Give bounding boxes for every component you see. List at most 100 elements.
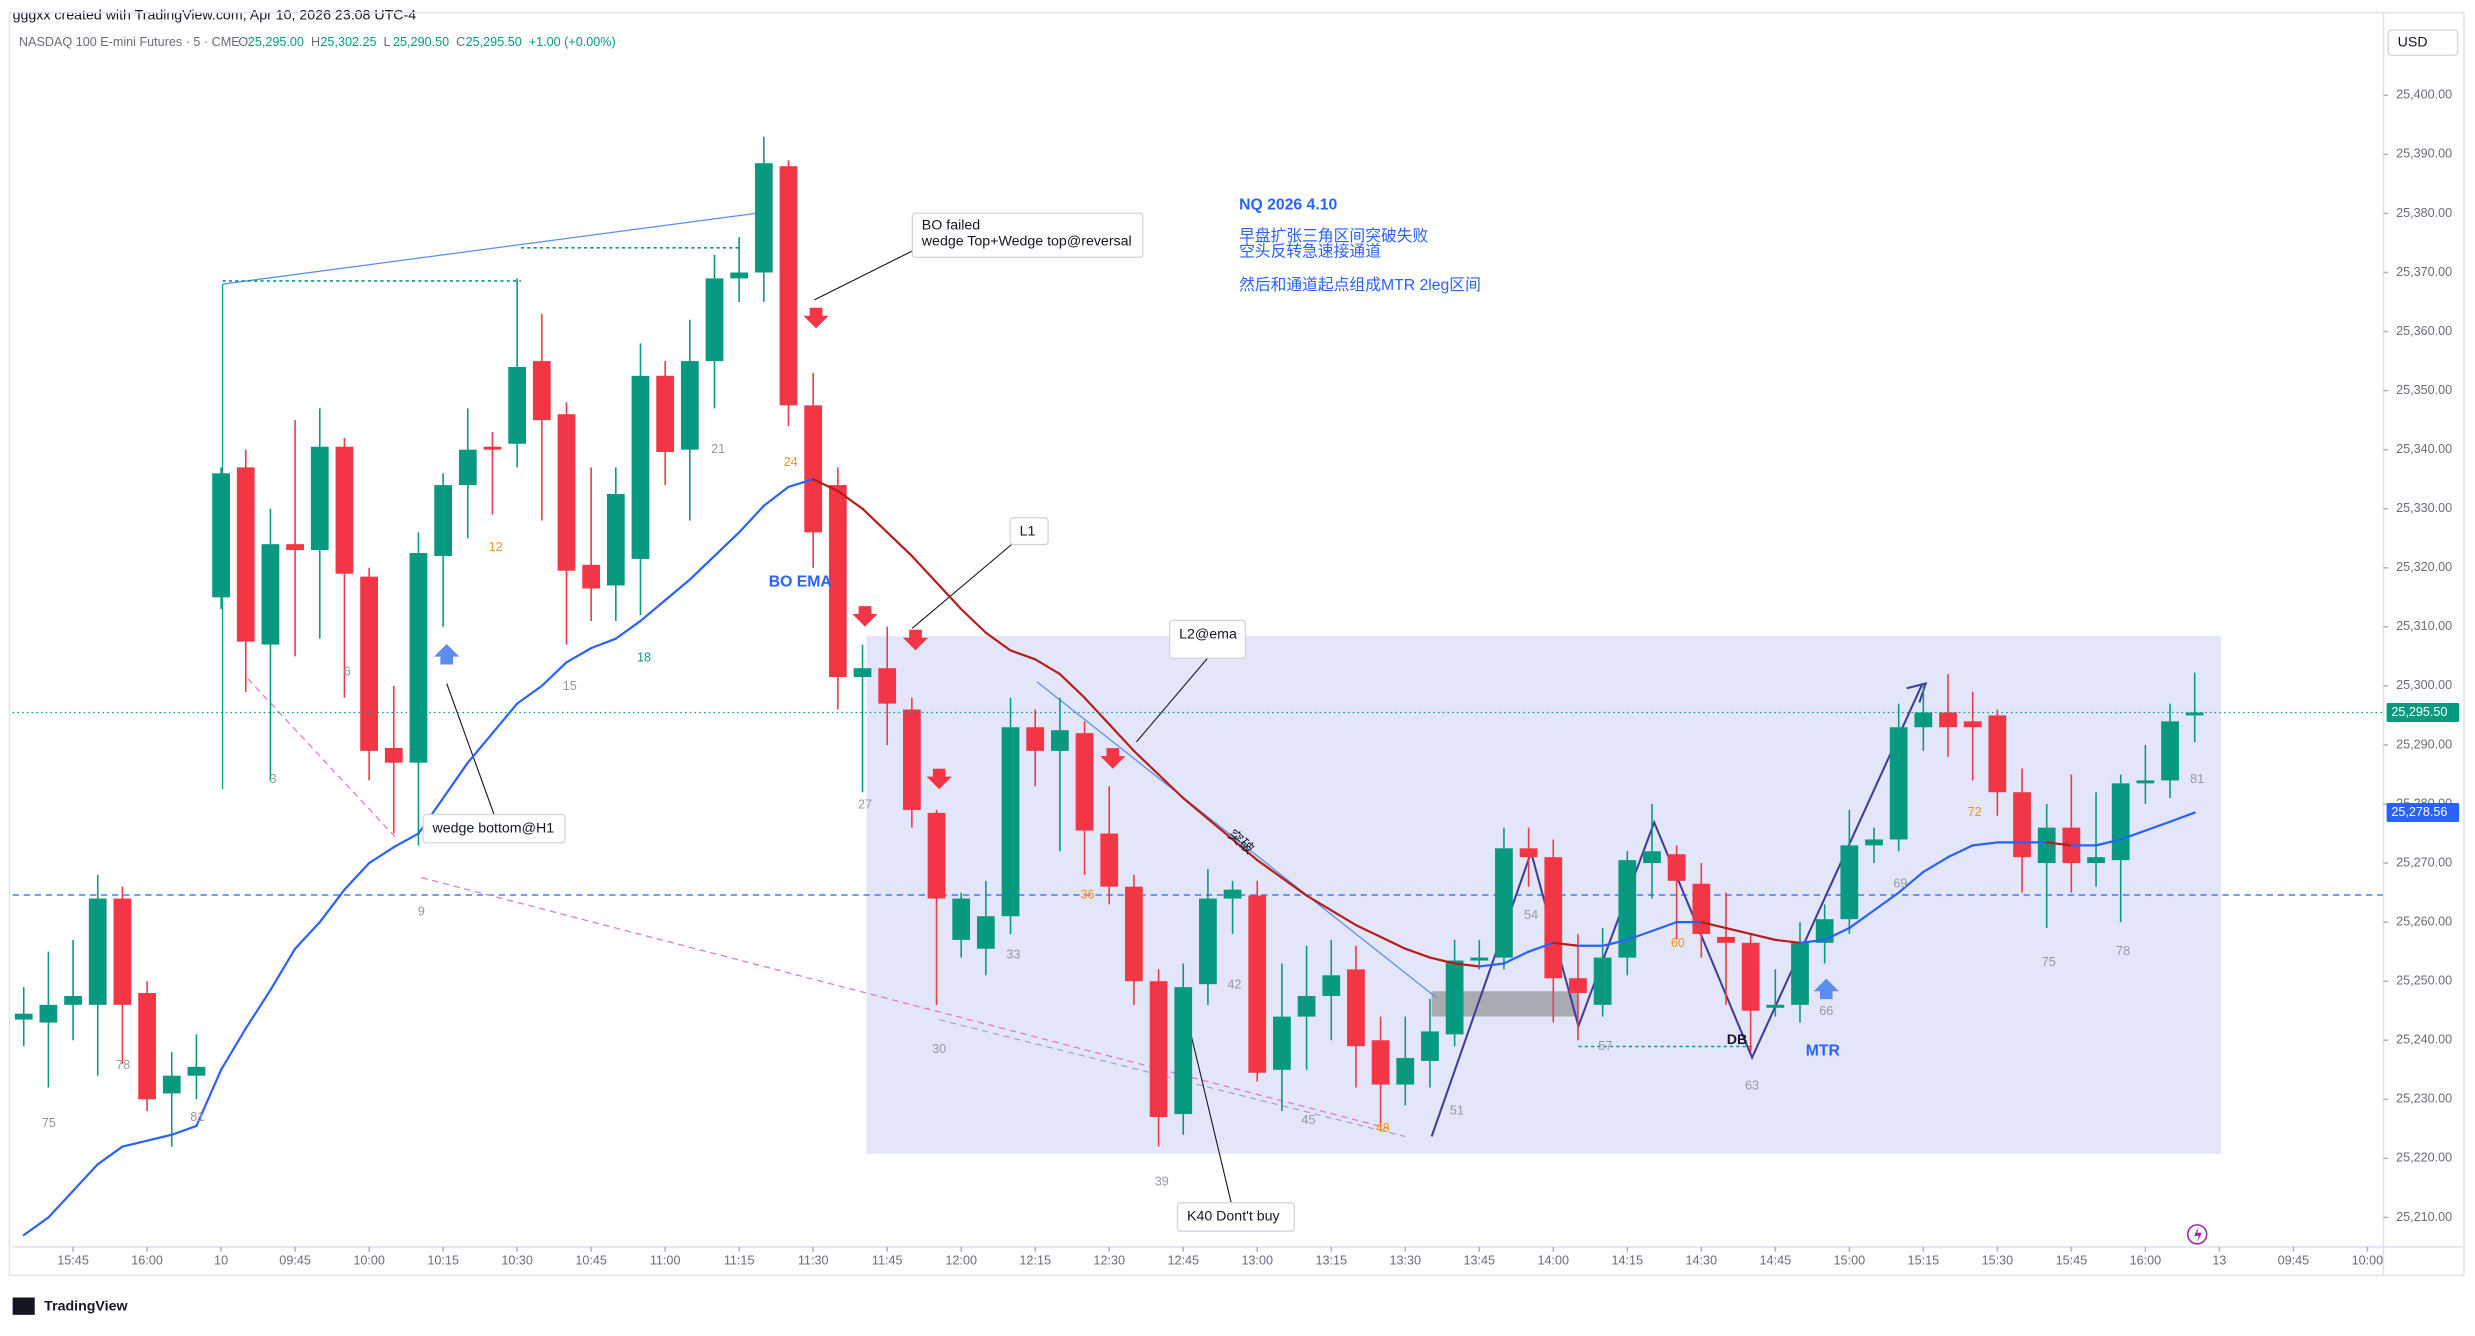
- note-title: NQ 2026 4.10: [1239, 196, 1337, 213]
- candle-body: [1051, 730, 1069, 751]
- candle-body: [1914, 712, 1933, 728]
- candle-body: [113, 898, 132, 1005]
- y-tick-label: 25,220.00: [2396, 1151, 2452, 1165]
- symbol: NASDAQ 100 E-mini Futures · 5 · CME: [19, 35, 240, 49]
- ema-segment: [293, 921, 321, 950]
- x-tick-label: 10:00: [2352, 1254, 2384, 1268]
- ohlc: O 25,295.00 H 25,302.25 L 25,290.50 C 25,295.50…: [238, 35, 615, 49]
- candle-body: [705, 278, 724, 362]
- ema-segment: [466, 732, 494, 764]
- leader: [1136, 657, 1208, 743]
- bar-count: 27: [858, 797, 872, 811]
- candle-body: [1667, 854, 1686, 881]
- candle-body: [1421, 1031, 1439, 1061]
- note: 然后和通道起点组成MTR 2leg区间: [1239, 276, 1481, 294]
- candle-body: [2037, 827, 2056, 864]
- candle-body: [286, 544, 304, 551]
- ema-segment: [1231, 838, 1259, 862]
- callout: L2@ema: [1179, 626, 1237, 642]
- down-arrow: [852, 606, 878, 627]
- y-tick-label: 25,390.00: [2396, 147, 2452, 161]
- brand: TradingView: [44, 1299, 128, 1315]
- candle-body: [1470, 957, 1489, 961]
- ema-segment: [1330, 909, 1358, 927]
- ema-segment: [1453, 962, 1481, 968]
- bar-count: 39: [1155, 1175, 1169, 1189]
- y-tick-label: 25,400.00: [2396, 88, 2452, 102]
- candle-body: [1840, 845, 1859, 920]
- ema-segment: [1724, 926, 1752, 936]
- candle-body: [310, 446, 329, 551]
- ema-segment: [540, 661, 568, 688]
- candle-body: [1100, 833, 1119, 887]
- candle-body: [1322, 975, 1341, 996]
- bar-count: 45: [1302, 1113, 1316, 1127]
- candle-body: [631, 375, 650, 559]
- candle-body: [828, 485, 847, 678]
- ema-segment: [1034, 658, 1061, 676]
- candle-body: [1618, 860, 1637, 958]
- down-arrow: [803, 307, 829, 329]
- y-tick-label: 25,320.00: [2396, 560, 2452, 574]
- ema-segment: [1132, 749, 1160, 776]
- candle-body: [212, 473, 230, 598]
- ema-segment: [1601, 938, 1629, 947]
- ohlc-key: H: [311, 35, 320, 49]
- ema-segment: [2119, 829, 2147, 841]
- callout-box: [1176, 1202, 1295, 1232]
- candle-body: [384, 747, 403, 763]
- labels: BO failed wedge Top+Wedge top@reversal L…: [12, 8, 2459, 1315]
- ema-segment: [1897, 870, 1925, 894]
- zigzag: [1430, 683, 1924, 1137]
- bar-count: 24: [784, 455, 798, 469]
- bar-count: 66: [1819, 1004, 1833, 1018]
- candle-body: [360, 576, 378, 751]
- x-tick-label: 16:00: [131, 1254, 163, 1268]
- candle-body: [1692, 883, 1711, 934]
- ema-segment: [762, 485, 790, 507]
- candle-body: [1791, 942, 1809, 1005]
- ema-segment: [639, 599, 667, 623]
- ema-segment: [244, 988, 272, 1030]
- candle-body: [434, 485, 453, 556]
- wedge-line: [222, 212, 758, 285]
- x-tick-label: 09:45: [2278, 1254, 2310, 1268]
- bar-count: 30: [932, 1042, 946, 1056]
- candle-body: [606, 493, 625, 586]
- x-tick-label: 09:45: [279, 1254, 311, 1268]
- candle-body: [1569, 978, 1587, 994]
- bar-count: 75: [42, 1116, 56, 1130]
- ema-segment: [392, 832, 420, 849]
- bar-count: 78: [2116, 944, 2130, 958]
- ema-segment: [935, 581, 963, 611]
- candle-body: [39, 1004, 58, 1023]
- logo: [12, 1297, 35, 1315]
- ema-segment: [688, 554, 716, 581]
- ema-segment: [2144, 820, 2172, 832]
- y-tick-label: 25,230.00: [2396, 1092, 2452, 1106]
- bar-count: 78: [116, 1058, 130, 1072]
- ema-segment: [1354, 923, 1382, 939]
- ema-segment: [664, 578, 691, 602]
- callout-box: [911, 212, 1144, 258]
- candle-body: [2185, 712, 2204, 716]
- note: BO EMA: [769, 574, 832, 591]
- x-tick-label: 15:45: [57, 1254, 89, 1268]
- ema-segment: [2045, 841, 2073, 847]
- bar-count: 81: [2190, 772, 2204, 786]
- candle-body: [1865, 839, 1883, 846]
- y-tick-label: 25,330.00: [2396, 501, 2452, 515]
- price-tag-label: 25,295.50: [2391, 705, 2447, 719]
- bar-count: 42: [1227, 977, 1241, 991]
- ohlc-key: L: [384, 35, 391, 49]
- ema-segment: [1700, 921, 1728, 930]
- x-tick-label: 10:45: [575, 1254, 607, 1268]
- candle-body: [261, 544, 280, 645]
- ema-segment: [269, 947, 297, 992]
- candle-body: [335, 446, 354, 574]
- ema-segment: [1379, 935, 1407, 950]
- y-tick-label: 25,350.00: [2396, 383, 2452, 397]
- ohlc-key: O: [238, 35, 248, 49]
- x-tick-label: 11:45: [872, 1254, 903, 1268]
- down-arrow: [926, 768, 952, 790]
